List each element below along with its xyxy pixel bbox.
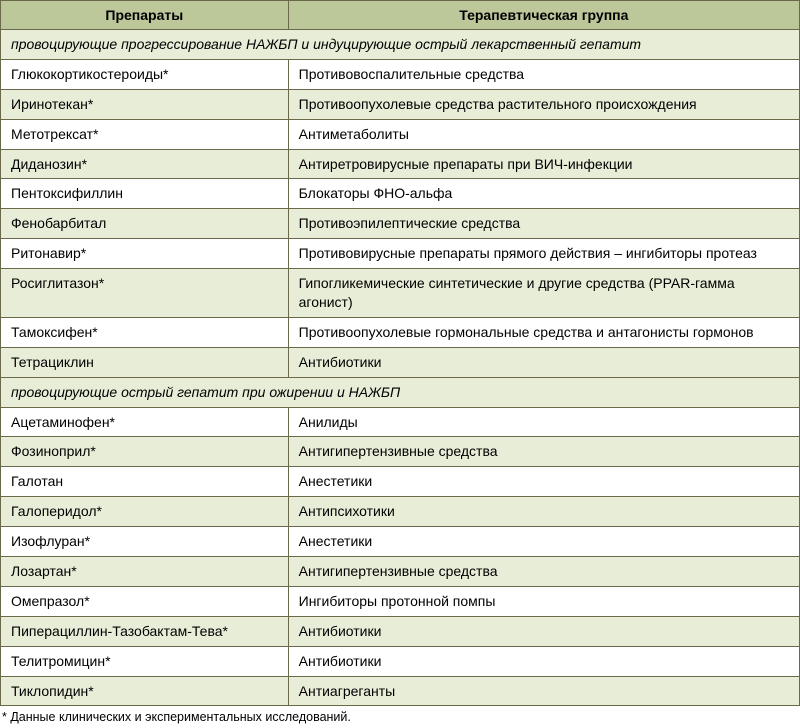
- cell-group: Антиагреганты: [288, 676, 799, 706]
- table-row: Глюкокортикостероиды*Противовоспалительн…: [1, 59, 800, 89]
- cell-group: Антиретровирусные препараты при ВИЧ-инфе…: [288, 149, 799, 179]
- cell-group: Противоопухолевые средства растительного…: [288, 89, 799, 119]
- cell-drug: Диданозин*: [1, 149, 289, 179]
- cell-group: Ингибиторы протонной помпы: [288, 586, 799, 616]
- cell-group: Анилиды: [288, 407, 799, 437]
- cell-group: Противоопухолевые гормональные средства …: [288, 317, 799, 347]
- cell-group: Антибиотики: [288, 646, 799, 676]
- table-body: провоцирующие прогрессирование НАЖБП и и…: [1, 30, 800, 706]
- cell-drug: Фенобарбитал: [1, 209, 289, 239]
- table-row: Метотрексат*Антиметаболиты: [1, 119, 800, 149]
- footnote: * Данные клинических и экспериментальных…: [0, 706, 800, 728]
- table-row: Тамоксифен*Противоопухолевые гормональны…: [1, 317, 800, 347]
- table-row: Телитромицин*Антибиотики: [1, 646, 800, 676]
- cell-group: Противовоспалительные средства: [288, 59, 799, 89]
- table-row: Омепразол*Ингибиторы протонной помпы: [1, 586, 800, 616]
- section-title: провоцирующие острый гепатит при ожирени…: [1, 377, 800, 407]
- cell-group: Гипогликемические синтетические и другие…: [288, 269, 799, 318]
- cell-group: Противовирусные препараты прямого действ…: [288, 239, 799, 269]
- cell-drug: Изофлуран*: [1, 527, 289, 557]
- cell-group: Антиметаболиты: [288, 119, 799, 149]
- cell-group: Антипсихотики: [288, 497, 799, 527]
- table-row: ФенобарбиталПротивоэпилептические средст…: [1, 209, 800, 239]
- table-row: Диданозин*Антиретровирусные препараты пр…: [1, 149, 800, 179]
- table-row: ГалотанАнестетики: [1, 467, 800, 497]
- cell-drug: Телитромицин*: [1, 646, 289, 676]
- section-title: провоцирующие прогрессирование НАЖБП и и…: [1, 30, 800, 60]
- cell-drug: Тетрациклин: [1, 347, 289, 377]
- cell-group: Антигипертензивные средства: [288, 557, 799, 587]
- cell-group: Анестетики: [288, 467, 799, 497]
- cell-drug: Галоперидол*: [1, 497, 289, 527]
- table-row: Ацетаминофен*Анилиды: [1, 407, 800, 437]
- table-row: Пиперациллин-Тазобактам-Тева*Антибиотики: [1, 616, 800, 646]
- cell-group: Антибиотики: [288, 616, 799, 646]
- cell-drug: Галотан: [1, 467, 289, 497]
- cell-group: Анестетики: [288, 527, 799, 557]
- cell-drug: Ацетаминофен*: [1, 407, 289, 437]
- cell-drug: Тамоксифен*: [1, 317, 289, 347]
- cell-group: Блокаторы ФНО-альфа: [288, 179, 799, 209]
- table-row: Фозиноприл*Антигипертензивные средства: [1, 437, 800, 467]
- table-row: Лозартан*Антигипертензивные средства: [1, 557, 800, 587]
- cell-group: Антибиотики: [288, 347, 799, 377]
- cell-drug: Фозиноприл*: [1, 437, 289, 467]
- table-row: ТетрациклинАнтибиотики: [1, 347, 800, 377]
- table-row: ПентоксифиллинБлокаторы ФНО-альфа: [1, 179, 800, 209]
- cell-drug: Ритонавир*: [1, 239, 289, 269]
- cell-drug: Глюкокортикостероиды*: [1, 59, 289, 89]
- cell-drug: Лозартан*: [1, 557, 289, 587]
- cell-drug: Метотрексат*: [1, 119, 289, 149]
- table-row: Росиглитазон*Гипогликемические синтетиче…: [1, 269, 800, 318]
- cell-drug: Иринотекан*: [1, 89, 289, 119]
- table-row: Тиклопидин*Антиагреганты: [1, 676, 800, 706]
- cell-group: Противоэпилептические средства: [288, 209, 799, 239]
- cell-group: Антигипертензивные средства: [288, 437, 799, 467]
- drugs-table: Препараты Терапевтическая группа провоци…: [0, 0, 800, 706]
- cell-drug: Пиперациллин-Тазобактам-Тева*: [1, 616, 289, 646]
- table-row: Иринотекан*Противоопухолевые средства ра…: [1, 89, 800, 119]
- header-group: Терапевтическая группа: [288, 1, 799, 30]
- table-row: Галоперидол*Антипсихотики: [1, 497, 800, 527]
- header-drug: Препараты: [1, 1, 289, 30]
- cell-drug: Пентоксифиллин: [1, 179, 289, 209]
- table-row: Изофлуран*Анестетики: [1, 527, 800, 557]
- cell-drug: Омепразол*: [1, 586, 289, 616]
- table-row: Ритонавир*Противовирусные препараты прям…: [1, 239, 800, 269]
- cell-drug: Росиглитазон*: [1, 269, 289, 318]
- cell-drug: Тиклопидин*: [1, 676, 289, 706]
